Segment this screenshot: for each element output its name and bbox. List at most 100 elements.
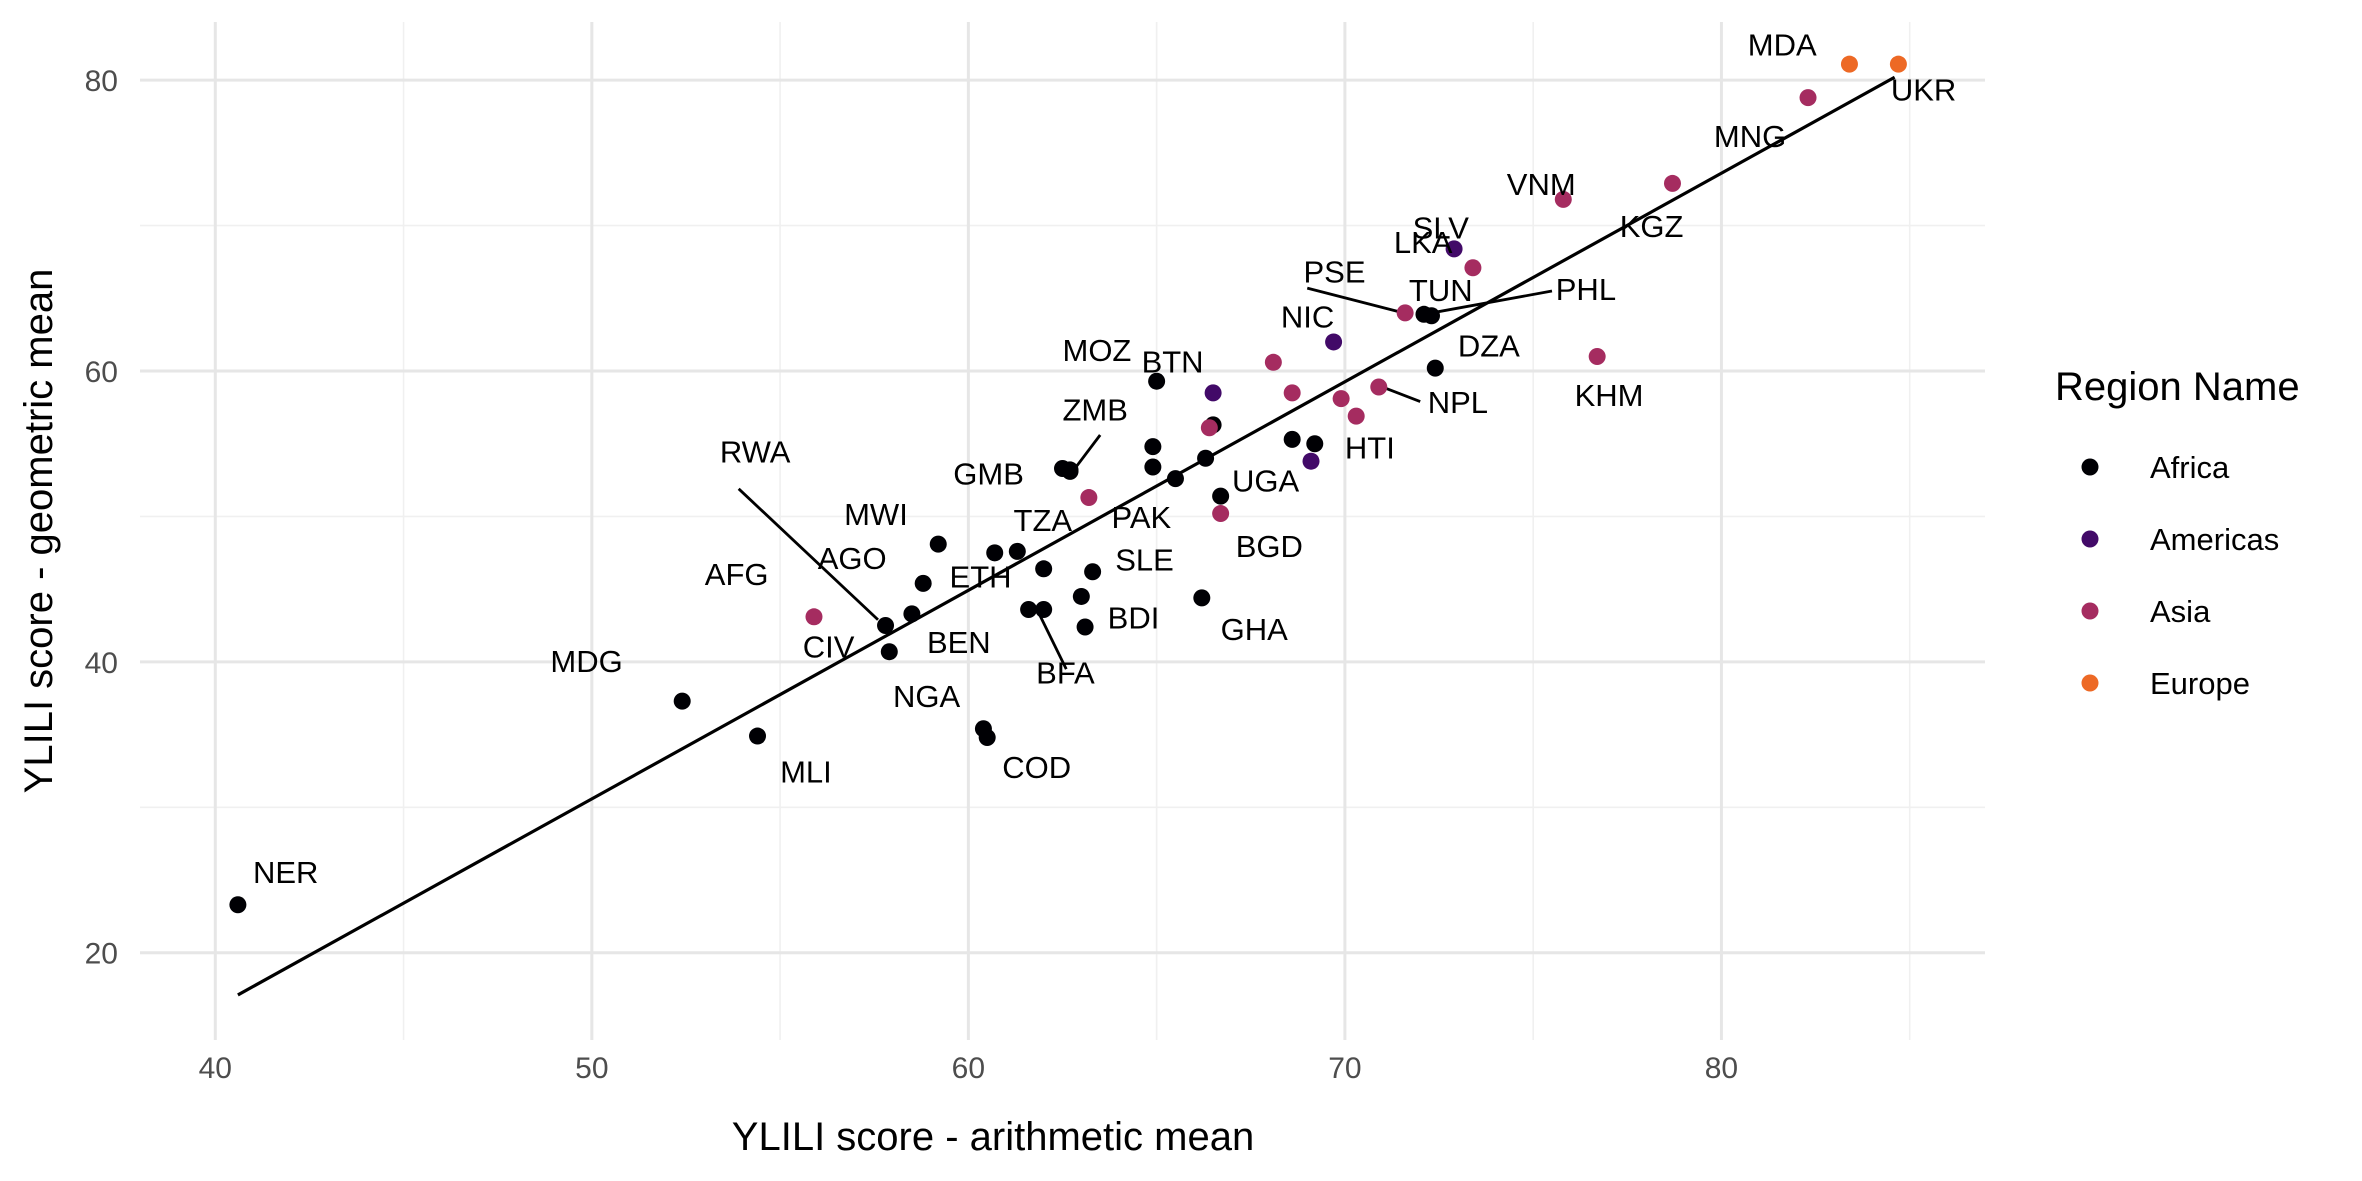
y-tick-label: 80 xyxy=(85,65,118,98)
point-label: MNG xyxy=(1714,119,1786,154)
data-point xyxy=(880,643,898,661)
legend-label: Europe xyxy=(2150,666,2250,701)
data-point xyxy=(929,535,947,553)
data-point xyxy=(805,608,823,626)
point-label: AGO xyxy=(818,541,887,576)
data-point xyxy=(1306,435,1324,453)
point-label: GHA xyxy=(1221,612,1289,647)
y-tick-label: 60 xyxy=(85,356,118,389)
legend-label: Africa xyxy=(2150,450,2230,485)
data-point xyxy=(1084,563,1102,581)
legend-title: Region Name xyxy=(2055,365,2300,409)
x-tick-label: 40 xyxy=(199,1052,232,1085)
data-point xyxy=(1072,587,1090,605)
legend-key xyxy=(2081,674,2099,692)
point-label: MOZ xyxy=(1063,333,1132,368)
y-axis-title: YLILI score - geometric mean xyxy=(17,269,61,794)
data-point xyxy=(1332,390,1350,408)
point-label: RWA xyxy=(720,435,791,470)
data-point xyxy=(1144,458,1162,476)
data-point xyxy=(1148,372,1166,390)
point-labels: NER MDG MLI AFG RWA CIV AGO ETH MWI NGA COD TZA BEN B… xyxy=(253,27,1956,889)
data-point xyxy=(1799,89,1817,107)
point-label: KGZ xyxy=(1620,209,1684,244)
data-point xyxy=(673,692,691,710)
data-point xyxy=(1554,190,1572,208)
point-label: BEN xyxy=(927,625,991,660)
point-label: BFA xyxy=(1036,656,1095,691)
point-label: BTN xyxy=(1142,344,1204,379)
data-point xyxy=(1423,307,1440,325)
data-point xyxy=(1144,438,1162,456)
point-label: BDI xyxy=(1108,600,1160,635)
data-point xyxy=(1166,470,1184,488)
data-point xyxy=(1588,347,1606,365)
point-label: NIC xyxy=(1281,299,1334,334)
data-point xyxy=(1370,378,1388,396)
data-point xyxy=(986,544,1004,562)
point-label: BGD xyxy=(1236,529,1303,564)
point-label: PHL xyxy=(1556,272,1616,307)
data-point xyxy=(1008,542,1026,560)
point-label: MDG xyxy=(550,644,622,679)
x-tick-label: 50 xyxy=(575,1052,608,1085)
data-point xyxy=(1325,333,1343,351)
point-label: PSE xyxy=(1303,254,1365,289)
point-label: LKA xyxy=(1394,225,1453,260)
data-point xyxy=(1204,384,1222,402)
point-label: VNM xyxy=(1507,167,1576,202)
data-point xyxy=(1076,618,1094,636)
data-point xyxy=(877,617,895,635)
data-point xyxy=(1035,601,1053,619)
data-point xyxy=(1035,560,1053,578)
label-leader-line xyxy=(1306,286,1398,313)
point-label: MWI xyxy=(844,497,908,532)
x-tick-label: 80 xyxy=(1705,1052,1738,1085)
point-label: SLV xyxy=(1413,211,1470,246)
label-leader-line xyxy=(1423,289,1553,316)
data-point xyxy=(1840,55,1858,73)
data-point xyxy=(1264,353,1282,371)
point-label: NGA xyxy=(893,679,961,714)
point-label: MLI xyxy=(780,755,832,790)
label-leader-lines xyxy=(737,286,1553,670)
data-point xyxy=(903,605,921,623)
data-points xyxy=(229,55,1907,914)
point-label: CIV xyxy=(803,630,855,665)
data-point xyxy=(1464,259,1482,277)
legend: Region Name Africa Americas Asia Europe xyxy=(2055,365,2300,701)
fit-line-group xyxy=(237,75,1896,997)
data-point xyxy=(1212,487,1230,505)
point-label: TUN xyxy=(1409,273,1473,308)
data-point xyxy=(1193,589,1211,607)
label-leader-line xyxy=(1038,614,1068,670)
label-leader-line xyxy=(1072,434,1102,471)
data-point xyxy=(229,896,247,914)
point-label: UKR xyxy=(1891,73,1956,108)
x-tick-label: 60 xyxy=(952,1052,985,1085)
grid xyxy=(140,22,1985,1040)
point-label: KHM xyxy=(1575,378,1644,413)
data-point xyxy=(1200,419,1218,437)
data-point xyxy=(1212,505,1230,523)
data-point xyxy=(1283,384,1301,402)
legend-label: Asia xyxy=(2150,594,2211,629)
y-tick-label: 40 xyxy=(85,647,118,680)
data-point xyxy=(749,727,767,745)
point-label: ETH xyxy=(950,560,1012,595)
x-axis-title: YLILI score - arithmetic mean xyxy=(732,1115,1254,1159)
data-point xyxy=(1663,174,1681,192)
label-leader-line xyxy=(737,487,879,621)
point-label: NER xyxy=(253,855,318,890)
axis-ticks: 40 50 60 70 80 20 40 60 80 xyxy=(85,65,1738,1085)
legend-key xyxy=(2081,458,2099,476)
data-point xyxy=(1020,601,1038,619)
legend-label: Americas xyxy=(2150,522,2279,557)
data-point xyxy=(1426,359,1444,377)
legend-key xyxy=(2081,530,2099,548)
point-label: UGA xyxy=(1232,464,1300,499)
data-point xyxy=(1283,430,1301,448)
legend-key xyxy=(2081,602,2099,620)
point-label: DZA xyxy=(1458,328,1520,363)
